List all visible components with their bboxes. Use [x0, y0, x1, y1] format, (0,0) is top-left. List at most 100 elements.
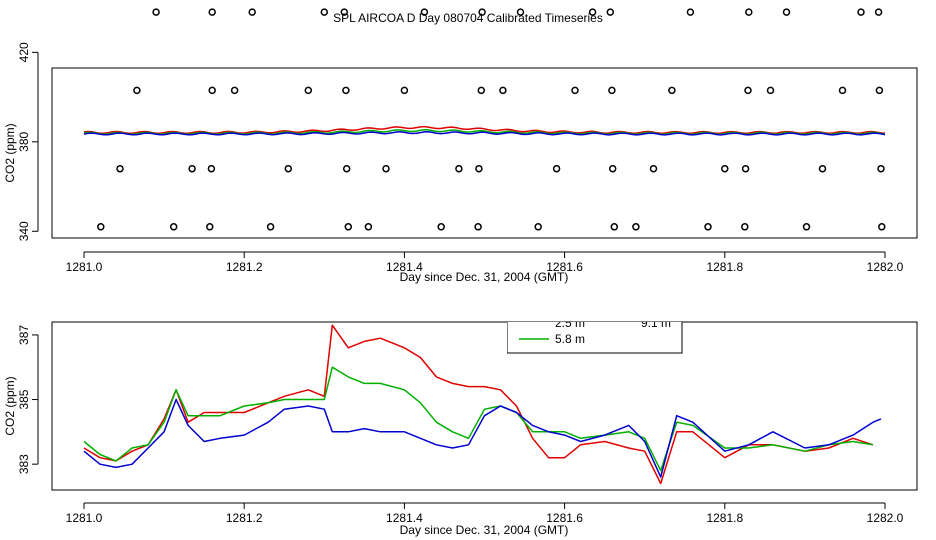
calibration-point [878, 223, 886, 231]
top-x-tick-label: 1281.8 [706, 260, 743, 274]
bottom-x-tick-label: 1281.8 [706, 511, 743, 525]
calibration-points [97, 8, 886, 231]
x-axis-label-top: Day since Dec. 31, 2004 (GMT) [400, 270, 569, 284]
chart-bottom-panel: 1281.0 1281.2 1281.4 1281.6 1281.8 1282.0 383… [3, 316, 918, 537]
calibration-point [608, 164, 617, 173]
x-axis-label-bottom: Day since Dec. 31, 2004 (GMT) [400, 523, 569, 537]
legend-label-5-8m: 5.8 m [555, 332, 585, 346]
calibration-point [552, 164, 561, 173]
calibration-point [475, 164, 483, 173]
bottom-x-tick-label: 1281.4 [386, 511, 423, 525]
calibration-point [208, 8, 216, 16]
series-line-top-2-5-m [83, 125, 886, 135]
series-lines-top [83, 125, 886, 136]
bottom-y-tick-label: 383 [17, 454, 31, 474]
figure-title: SPL AIRCOA D Day 080704 Calibrated Times… [333, 11, 603, 25]
series-line-bottom-5-8-m [83, 366, 874, 472]
top-y-tick-label: 420 [17, 42, 31, 62]
calibration-point [875, 86, 884, 95]
calibration-point [206, 223, 214, 231]
calibration-point [320, 8, 329, 16]
calibration-point [152, 8, 160, 16]
legend-label-9-1m: 9.1 m [641, 316, 671, 330]
calibration-point [230, 86, 239, 95]
calibration-point [342, 86, 350, 95]
calibration-point [632, 223, 640, 231]
calibration-point [344, 223, 353, 231]
calibration-point [782, 8, 791, 16]
calibration-point [340, 8, 349, 16]
calibration-point [116, 164, 124, 173]
top-x-tick-label: 1281.6 [546, 260, 583, 274]
calibration-point [877, 164, 885, 173]
calibration-point [400, 86, 409, 95]
calibration-point [857, 8, 865, 16]
calibration-point [649, 164, 658, 173]
calibration-point [364, 223, 373, 231]
y-axis-bottom: 383 385 387 [17, 325, 39, 474]
calibration-point [588, 8, 597, 16]
calibration-point [474, 223, 482, 231]
calibration-point [208, 86, 216, 95]
calibration-point [304, 86, 313, 95]
calibration-point [818, 164, 827, 173]
y-axis-label-top: CO2 (ppm) [3, 123, 17, 182]
calibration-point [188, 164, 196, 173]
calibration-point [668, 86, 676, 95]
calibration-point [455, 164, 463, 173]
calibration-point [97, 223, 105, 231]
bottom-y-tick-label: 385 [17, 389, 31, 409]
bottom-x-tick-label: 1281.0 [66, 511, 103, 525]
top-x-tick-label: 1281.2 [226, 260, 263, 274]
calibration-point [516, 8, 525, 16]
x-axis-top: 1281.0 1281.2 1281.4 1281.6 1281.8 1282.0 [66, 251, 904, 274]
calibration-point [437, 223, 445, 231]
calibration-point [478, 8, 486, 16]
calibration-point [169, 223, 178, 231]
bottom-x-tick-label: 1282.0 [867, 511, 904, 525]
bottom-x-tick-label: 1281.2 [226, 511, 263, 525]
calibration-point [420, 8, 429, 16]
top-x-tick-label: 1281.4 [386, 260, 423, 274]
calibration-point [745, 8, 753, 16]
top-y-tick-label: 380 [17, 131, 31, 151]
series-line-bottom-2-5-m [83, 324, 874, 485]
calibration-point [534, 223, 542, 231]
calibration-point [838, 86, 847, 95]
calibration-point [744, 86, 752, 95]
calibration-point [608, 86, 616, 95]
top-x-tick-label: 1281.0 [66, 260, 103, 274]
calibration-point [741, 223, 749, 231]
top-y-tick-label: 340 [17, 221, 31, 241]
calibration-point [571, 86, 579, 95]
bottom-x-tick-label: 1281.6 [546, 511, 583, 525]
series-line-top-9-1-m [83, 131, 886, 136]
calibration-point [248, 8, 256, 16]
bottom-y-tick-label: 387 [17, 325, 31, 345]
top-x-tick-label: 1282.0 [867, 260, 904, 274]
legend: 2.5 m 9.1 m 5.8 m [507, 316, 683, 354]
calibration-point [284, 164, 293, 173]
chart-top-panel: 1281.0 1281.2 1281.4 1281.6 1281.8 1282.0 340… [3, 8, 918, 284]
y-axis-top: 340 380 420 [17, 42, 39, 241]
plot-frame-bottom [51, 321, 918, 491]
plot-frame-top [51, 67, 918, 239]
calibration-point [477, 86, 486, 95]
calibration-point [382, 164, 390, 173]
calibration-point [499, 86, 507, 95]
calibration-point [802, 223, 811, 231]
x-axis-bottom: 1281.0 1281.2 1281.4 1281.6 1281.8 1282.0 [66, 502, 904, 525]
calibration-point [766, 86, 775, 95]
calibration-point [704, 223, 712, 231]
calibration-point [686, 8, 695, 16]
calibration-point [610, 223, 619, 231]
calibration-point [874, 8, 883, 16]
calibration-point [266, 223, 275, 231]
calibration-point [721, 164, 729, 173]
series-line-bottom-9-1-m [83, 398, 882, 478]
calibration-point [741, 164, 750, 173]
calibration-point [207, 164, 216, 173]
calibration-point [133, 86, 141, 95]
y-axis-label-bottom: CO2 (ppm) [3, 376, 17, 435]
